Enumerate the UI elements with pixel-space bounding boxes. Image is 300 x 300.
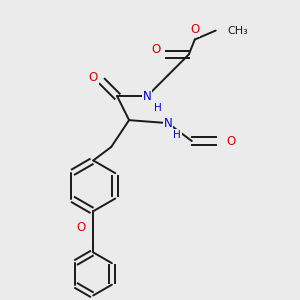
- Text: N: N: [142, 90, 152, 103]
- Text: H: H: [154, 103, 161, 112]
- Text: O: O: [190, 22, 200, 36]
- Text: CH₃: CH₃: [228, 26, 248, 36]
- Text: O: O: [77, 221, 86, 234]
- Text: O: O: [88, 71, 98, 84]
- Text: N: N: [164, 117, 172, 130]
- Text: O: O: [151, 44, 160, 56]
- Text: H: H: [173, 130, 181, 140]
- Text: O: O: [226, 134, 236, 148]
